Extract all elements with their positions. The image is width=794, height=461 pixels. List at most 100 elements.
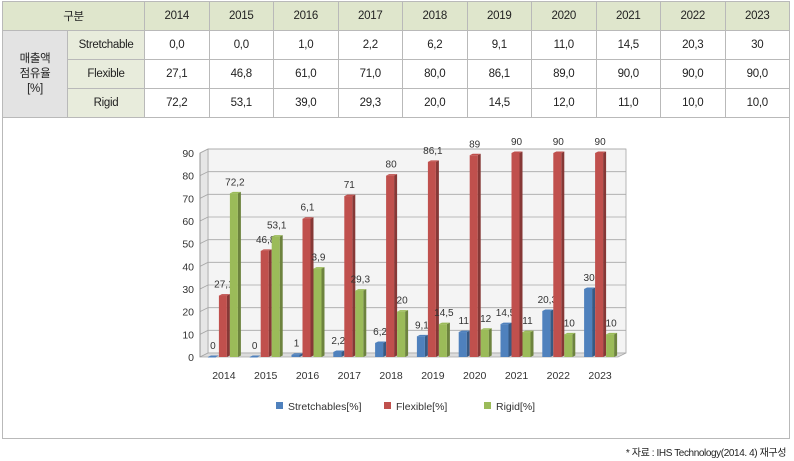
data-label: 30 [584,273,596,284]
bar [542,310,551,357]
table-year-cell: 2015 [208,1,274,31]
table-cell: 46,8 [208,59,274,89]
table-row: Rigid 72,2 53,1 39,0 29,3 20,0 14,5 12,0… [3,88,790,118]
bar-side [561,151,565,357]
x-tick-label: 2020 [463,370,487,382]
bar [260,250,269,357]
legend-label: Flexible[%] [396,401,447,413]
bar [291,354,300,357]
bar [344,196,353,357]
bar-side [488,328,492,357]
bar [469,155,478,357]
table-cell: 20,0 [402,88,468,118]
table-cell: 10,0 [660,88,726,118]
gridline [199,307,626,313]
data-label: 14,5 [434,308,454,319]
bar-side [226,294,230,357]
x-tick-label: 2017 [338,370,362,382]
table-cell: 11,0 [595,88,661,118]
table-cell: 12,0 [531,88,597,118]
table-cell: 29,3 [337,88,403,118]
bar-side [508,322,512,357]
bar [229,193,238,357]
bar-top [333,350,345,353]
data-label: 20 [397,296,409,307]
data-label: 14,5 [496,308,516,319]
table-cell: 6,2 [402,30,468,60]
bar-side [310,217,314,357]
data-label: 72,2 [225,177,245,188]
table-cell: 90,0 [660,59,726,89]
bar [427,161,436,357]
bar [375,342,384,357]
data-label: 71 [344,180,356,191]
bar-side [519,151,523,357]
bar-side [268,249,272,357]
bar-side [279,235,283,357]
bar-side [383,341,387,357]
gridline [199,284,626,290]
table-cell: 61,0 [273,59,339,89]
bar-side [466,330,470,357]
source-note: * 자료 : IHS Technology(2014. 4) 재구성 [625,448,786,459]
table-year-cell: 2023 [724,1,790,31]
gridline [199,193,626,199]
bar-top [458,330,470,333]
bar-top [427,160,439,162]
bar-side [299,353,303,357]
bar [522,332,531,357]
bar [355,290,364,357]
y-tick-label: 70 [182,193,194,205]
bar-top [542,309,554,311]
bar-top [469,153,481,156]
bar [606,334,615,357]
x-tick-label: 2018 [379,370,403,382]
table-cell: 90,0 [724,59,790,89]
table-year-cell: 2014 [144,1,210,31]
table-cell: 89,0 [531,59,597,89]
bar-chart: 0 10 20 30 40 50 60 70 80 90 2014 0 27,1 72,2 2015 0 46,… [182,137,627,413]
table-cell: 9,1 [466,30,532,60]
bar-top [511,151,523,153]
bar [480,329,489,357]
x-tick-label: 2014 [212,370,236,382]
data-label: 0 [210,341,216,352]
bar-top [553,151,565,153]
bar [207,357,216,358]
bar-top [595,151,607,153]
bar [416,336,425,357]
table-cell: 0,0 [208,30,274,60]
table-group-label: 매출액 점유율 [%] [2,30,68,118]
data-label: 27,1 [214,280,234,291]
table-cell: 11,0 [531,30,597,60]
chart-container: 0 10 20 30 40 50 60 70 80 90 2014 0 27,1 72,2 2015 0 46,… [148,127,638,422]
plot-side-wall [199,148,209,358]
legend-swatch [484,402,491,409]
y-tick-label: 80 [182,171,194,183]
y-tick-label: 0 [188,352,194,364]
bar-top [386,174,398,176]
data-label: 53,1 [267,221,287,232]
bar-top [606,332,618,335]
table-row-label: Flexible [67,59,145,89]
data-label: 20,3 [538,295,558,306]
table-year-cell: 2016 [273,1,339,31]
data-label: 90 [553,137,565,148]
table-year-cell: 2022 [660,1,726,31]
x-tick-label: 2021 [505,370,529,382]
data-label: 86,1 [423,146,443,157]
bar [564,334,573,357]
y-tick-label: 10 [182,329,194,341]
bar [218,295,227,357]
table-cell: 0,0 [144,30,210,60]
table-cell: 86,1 [466,59,532,89]
data-label: 0 [252,341,258,352]
bar [271,236,280,357]
bar-top [218,294,230,296]
gridline [199,148,626,154]
table-year-cell: 2020 [531,1,597,31]
bar-top [291,353,303,355]
bar-top [229,191,241,194]
gridline [199,239,626,245]
bar-top [416,334,428,337]
